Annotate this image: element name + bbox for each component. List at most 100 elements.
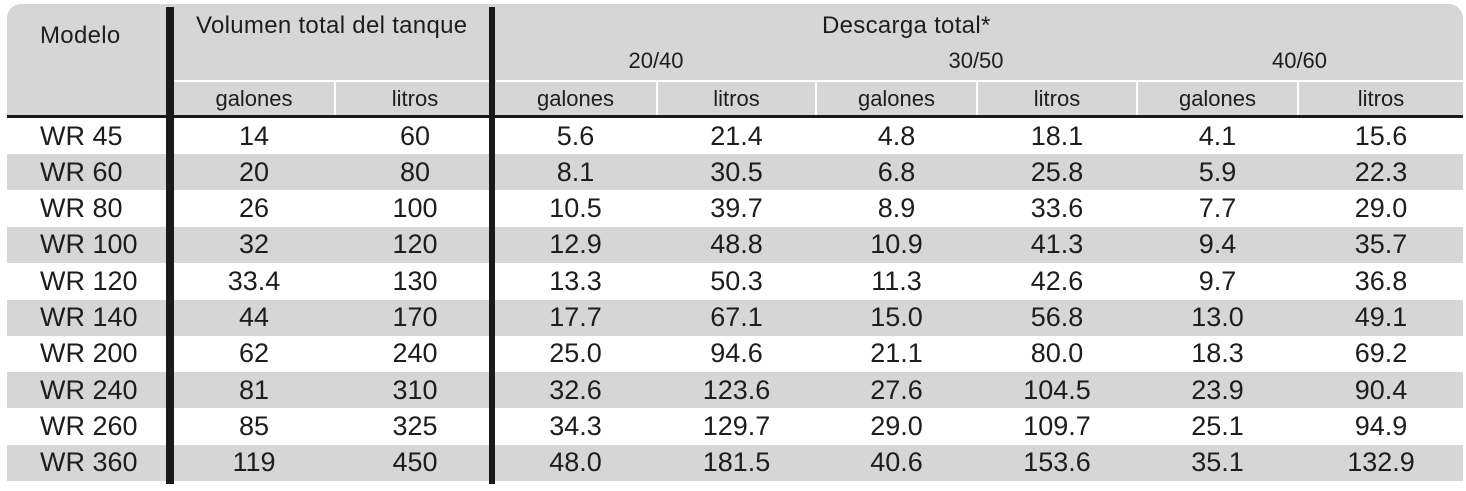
value-cell: 32 xyxy=(238,229,270,260)
header-divider xyxy=(815,82,817,115)
model-cell: WR 260 xyxy=(40,410,138,441)
value-cell: 132.9 xyxy=(1347,447,1415,478)
value-cell: 7.7 xyxy=(1198,193,1237,224)
value-cell: 13.0 xyxy=(1191,302,1244,332)
header-unit: litros xyxy=(1357,85,1405,111)
value-cell: 56.8 xyxy=(1030,302,1084,332)
model-cell: WR 120 xyxy=(40,265,138,296)
value-cell: 18.3 xyxy=(1191,338,1244,369)
value-cell: 22.3 xyxy=(1354,156,1408,187)
value-cell: 153.6 xyxy=(1023,447,1091,478)
value-cell: 30.5 xyxy=(710,156,763,187)
row-stripe xyxy=(7,226,1463,263)
header-unit: galones xyxy=(536,85,615,111)
value-cell: 13.3 xyxy=(549,265,602,296)
value-cell: 129.7 xyxy=(702,410,771,441)
header-divider xyxy=(656,82,658,115)
header-divider xyxy=(1297,82,1299,115)
value-cell: 80 xyxy=(399,156,431,187)
value-cell: 6.8 xyxy=(877,156,916,187)
header-divider xyxy=(976,82,978,115)
value-cell: 450 xyxy=(392,447,438,478)
value-cell: 44 xyxy=(238,302,270,332)
value-cell: 15.6 xyxy=(1354,120,1408,151)
header-divider xyxy=(496,80,1463,82)
value-cell: 181.5 xyxy=(702,447,771,478)
value-cell: 49.1 xyxy=(1354,302,1408,332)
header-unit: litros xyxy=(391,85,439,111)
value-cell: 5.9 xyxy=(1198,156,1237,187)
model-cell: WR 360 xyxy=(40,447,138,478)
value-cell: 104.5 xyxy=(1023,374,1091,405)
value-cell: 8.1 xyxy=(556,156,595,187)
row-stripe xyxy=(7,299,1463,336)
value-cell: 41.3 xyxy=(1030,229,1084,260)
value-cell: 11.3 xyxy=(871,265,922,296)
model-cell: WR 200 xyxy=(40,338,138,369)
value-cell: 10.5 xyxy=(549,193,602,224)
value-cell: 34.3 xyxy=(549,410,602,441)
header-unit: litros xyxy=(713,85,760,111)
value-cell: 90.4 xyxy=(1354,374,1408,405)
value-cell: 36.8 xyxy=(1354,265,1408,296)
value-cell: 21.1 xyxy=(870,338,923,369)
header-range-40-60: 40/60 xyxy=(1271,48,1328,73)
value-cell: 119 xyxy=(232,447,276,478)
value-cell: 67.1 xyxy=(710,302,763,332)
header-modelo: Modelo xyxy=(40,22,121,49)
value-cell: 29.0 xyxy=(870,410,923,441)
value-cell: 21.4 xyxy=(710,120,763,151)
header-unit: galones xyxy=(215,85,293,111)
value-cell: 25.8 xyxy=(1030,156,1084,187)
row-stripe xyxy=(7,444,1463,481)
value-cell: 42.6 xyxy=(1030,265,1084,296)
header-unit: galones xyxy=(1178,85,1257,111)
model-cell: WR 45 xyxy=(40,120,123,151)
row-stripe xyxy=(7,154,1463,191)
value-cell: 15.0 xyxy=(870,302,923,332)
column-rule-right xyxy=(489,7,495,484)
value-cell: 35.7 xyxy=(1354,229,1408,260)
value-cell: 25.1 xyxy=(1191,410,1244,441)
value-cell: 80.0 xyxy=(1030,338,1084,369)
value-cell: 8.9 xyxy=(877,193,916,224)
model-cell: WR 240 xyxy=(40,374,138,405)
header-divider xyxy=(174,80,494,82)
value-cell: 9.4 xyxy=(1198,229,1237,260)
value-cell: 9.7 xyxy=(1198,265,1237,296)
model-cell: WR 140 xyxy=(40,302,138,332)
value-cell: 10.9 xyxy=(870,229,923,260)
value-cell: 109.7 xyxy=(1023,410,1091,441)
value-cell: 48.8 xyxy=(710,229,763,260)
value-cell: 23.9 xyxy=(1191,374,1244,405)
column-rule-left xyxy=(166,7,174,484)
model-cell: WR 100 xyxy=(40,229,138,260)
value-cell: 130 xyxy=(392,265,438,296)
value-cell: 29.0 xyxy=(1354,193,1408,224)
value-cell: 32.6 xyxy=(549,374,602,405)
value-cell: 50.3 xyxy=(710,265,763,296)
value-cell: 240 xyxy=(392,338,438,369)
value-cell: 310 xyxy=(392,374,438,405)
value-cell: 4.1 xyxy=(1198,120,1237,151)
value-cell: 20 xyxy=(238,156,270,187)
value-cell: 69.2 xyxy=(1354,338,1408,369)
value-cell: 85 xyxy=(238,410,270,441)
value-cell: 120 xyxy=(392,229,438,260)
value-cell: 17.7 xyxy=(549,302,602,332)
header-divider xyxy=(334,82,336,115)
value-cell: 27.6 xyxy=(870,374,923,405)
row-stripe xyxy=(7,372,1463,409)
value-cell: 18.1 xyxy=(1030,120,1084,151)
value-cell: 4.8 xyxy=(877,120,916,151)
table-header-background xyxy=(7,4,1463,115)
model-cell: WR 60 xyxy=(40,156,123,187)
value-cell: 25.0 xyxy=(549,338,602,369)
value-cell: 33.4 xyxy=(227,265,281,296)
value-cell: 100 xyxy=(392,193,438,224)
header-descarga: Descarga total* xyxy=(822,12,991,39)
value-cell: 60 xyxy=(399,120,431,151)
value-cell: 94.9 xyxy=(1354,410,1408,441)
header-bottom-rule xyxy=(7,115,1463,118)
